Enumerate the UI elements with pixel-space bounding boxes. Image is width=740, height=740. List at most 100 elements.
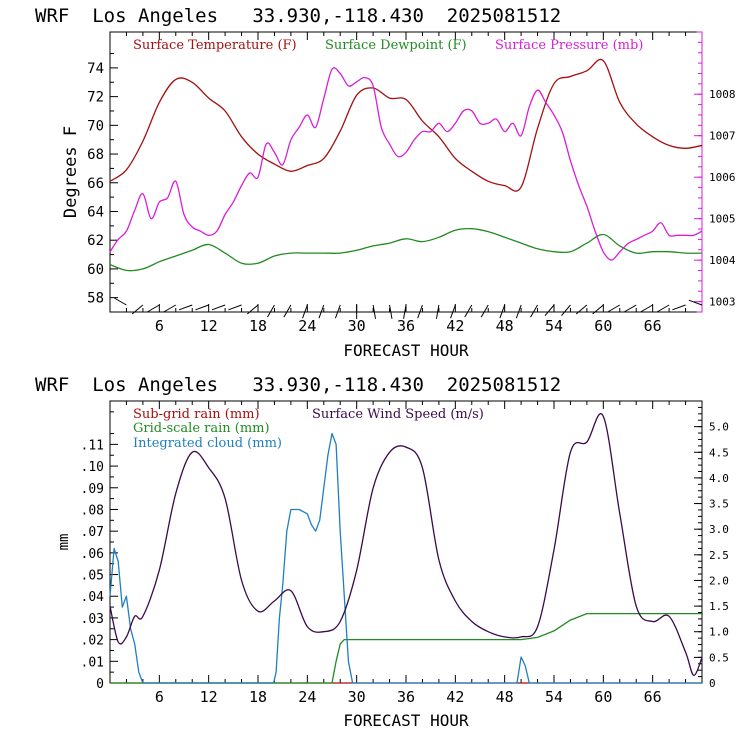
y-tick-label: 74 — [87, 61, 104, 77]
wind-barb — [530, 304, 538, 318]
top-y2-tick-labels: 1003 1004 1005 1006 1007 1008 — [709, 88, 736, 308]
top-plot-right-axis — [110, 32, 702, 312]
y2-tick-label: 0 — [709, 677, 716, 690]
top-x-tick-labels: 6 12 18 24 30 36 42 48 54 60 66 — [155, 317, 662, 335]
y2-tick-label: 5.0 — [709, 421, 729, 434]
top-plot-frame — [109, 31, 703, 313]
surface-dewpoint-line — [109, 227, 703, 272]
y2-tick-label: 3.0 — [709, 523, 729, 536]
y-tick-label: .03 — [81, 612, 104, 627]
legend-surface-dewpoint: Surface Dewpoint (F) — [325, 38, 467, 53]
x-tick-label: 24 — [298, 688, 316, 706]
top-axis-ticks — [110, 32, 702, 313]
bottom-x-axis-label: FORECAST HOUR — [343, 711, 469, 730]
x-tick-label: 18 — [249, 688, 267, 706]
surface-temperature-line — [109, 58, 703, 192]
wind-barb — [211, 304, 226, 311]
y-tick-label: .05 — [81, 569, 104, 584]
bottom-y-tick-labels: 0 .01 .02 .03 .04 .05 .06 .07 .08 .09 .10 .11 — [81, 438, 105, 692]
y-tick-label: .01 — [81, 655, 104, 670]
surface-pressure-line — [109, 67, 703, 261]
wind-barb — [450, 304, 456, 319]
bottom-chart: WRF Los Angeles 33.930,-118.430 20250815… — [35, 374, 729, 730]
top-y-axis-label: Degrees F — [61, 126, 81, 218]
y2-tick-label: 1.0 — [709, 626, 729, 639]
top-x-axis-label: FORECAST HOUR — [343, 341, 469, 360]
wind-barb — [131, 304, 144, 315]
gridscale-rain-line — [110, 612, 702, 684]
top-chart: WRF Los Angeles 33.930,-118.430 20250815… — [35, 5, 736, 360]
x-tick-label: 66 — [644, 688, 662, 706]
wind-barb — [163, 304, 177, 313]
legend-surface-wind-speed: Surface Wind Speed (m/s) — [312, 407, 484, 422]
y-tick-label: .04 — [81, 590, 105, 605]
y2-tick-label: 0.5 — [709, 651, 729, 664]
wind-barb — [640, 304, 653, 313]
y-tick-label: 72 — [87, 90, 104, 106]
wind-barb — [592, 304, 604, 315]
x-tick-label: 30 — [348, 317, 366, 335]
y-tick-label: 60 — [87, 262, 104, 278]
y2-tick-label: 3.5 — [709, 498, 729, 511]
y-tick-label: 62 — [87, 233, 104, 249]
x-tick-label: 12 — [200, 317, 218, 335]
wind-barb — [372, 304, 377, 319]
wind-barb — [575, 304, 588, 315]
legend-gridscale-rain: Grid-scale rain (mm) — [133, 421, 270, 436]
wind-barb — [464, 304, 473, 318]
wind-barb — [499, 304, 506, 319]
wind-barb — [623, 304, 637, 313]
y-tick-label: .06 — [81, 547, 104, 562]
wind-barb — [267, 304, 275, 318]
y-tick-label: 70 — [87, 118, 104, 134]
wind-barb — [688, 299, 703, 306]
y-tick-label: 64 — [87, 204, 104, 220]
x-tick-label: 36 — [397, 688, 415, 706]
top-chart-title: WRF Los Angeles 33.930,-118.430 20250815… — [35, 5, 561, 27]
x-tick-label: 30 — [348, 688, 366, 706]
top-y-tick-labels: 58 60 62 64 66 68 70 72 74 — [87, 61, 104, 307]
x-tick-label: 48 — [496, 317, 514, 335]
y2-tick-label: 1006 — [709, 171, 736, 184]
y-tick-label: 68 — [87, 147, 104, 163]
x-tick-label: 18 — [249, 317, 267, 335]
wind-barb — [178, 304, 193, 311]
y-tick-label: .02 — [81, 634, 104, 649]
y2-tick-label: 1007 — [709, 130, 736, 143]
wind-barb — [417, 304, 423, 319]
x-tick-label: 6 — [155, 688, 164, 706]
y-tick-label: 58 — [87, 291, 104, 307]
y2-tick-label: 1.5 — [709, 600, 729, 613]
wind-barb — [607, 304, 621, 313]
y2-tick-label: 1004 — [709, 254, 736, 267]
wind-barb — [246, 304, 259, 315]
y2-tick-label: 1005 — [709, 213, 736, 226]
y2-tick-label: 4.5 — [709, 446, 729, 459]
bottom-x-tick-labels: 6 12 18 24 30 36 42 48 54 60 66 — [155, 688, 662, 706]
wind-barb — [403, 304, 407, 319]
y2-tick-label: 2.0 — [709, 574, 729, 587]
x-tick-label: 12 — [200, 688, 218, 706]
bottom-y-axis-label: mm — [56, 534, 72, 551]
wind-barb — [302, 304, 308, 319]
x-tick-label: 42 — [446, 688, 464, 706]
y2-tick-label: 4.0 — [709, 472, 729, 485]
wind-barb — [656, 304, 670, 313]
y2-tick-label: 2.5 — [709, 549, 729, 562]
x-tick-label: 36 — [397, 317, 415, 335]
integrated-cloud-line — [109, 432, 702, 684]
y-tick-label: 0 — [96, 677, 104, 692]
wind-barb — [672, 304, 686, 311]
x-tick-label: 60 — [594, 317, 612, 335]
wind-barb — [146, 304, 160, 313]
wind-barbs — [114, 297, 703, 319]
x-tick-label: 54 — [545, 317, 563, 335]
x-tick-label: 24 — [298, 317, 316, 335]
wind-barb — [389, 304, 393, 319]
wind-barb — [435, 304, 440, 319]
x-tick-label: 66 — [644, 317, 662, 335]
bottom-chart-title: WRF Los Angeles 33.930,-118.430 20250815… — [35, 374, 561, 396]
legend-surface-pressure: Surface Pressure (mb) — [495, 38, 643, 53]
wind-barb — [318, 304, 325, 319]
legend-integrated-cloud: Integrated cloud (mm) — [133, 436, 282, 451]
